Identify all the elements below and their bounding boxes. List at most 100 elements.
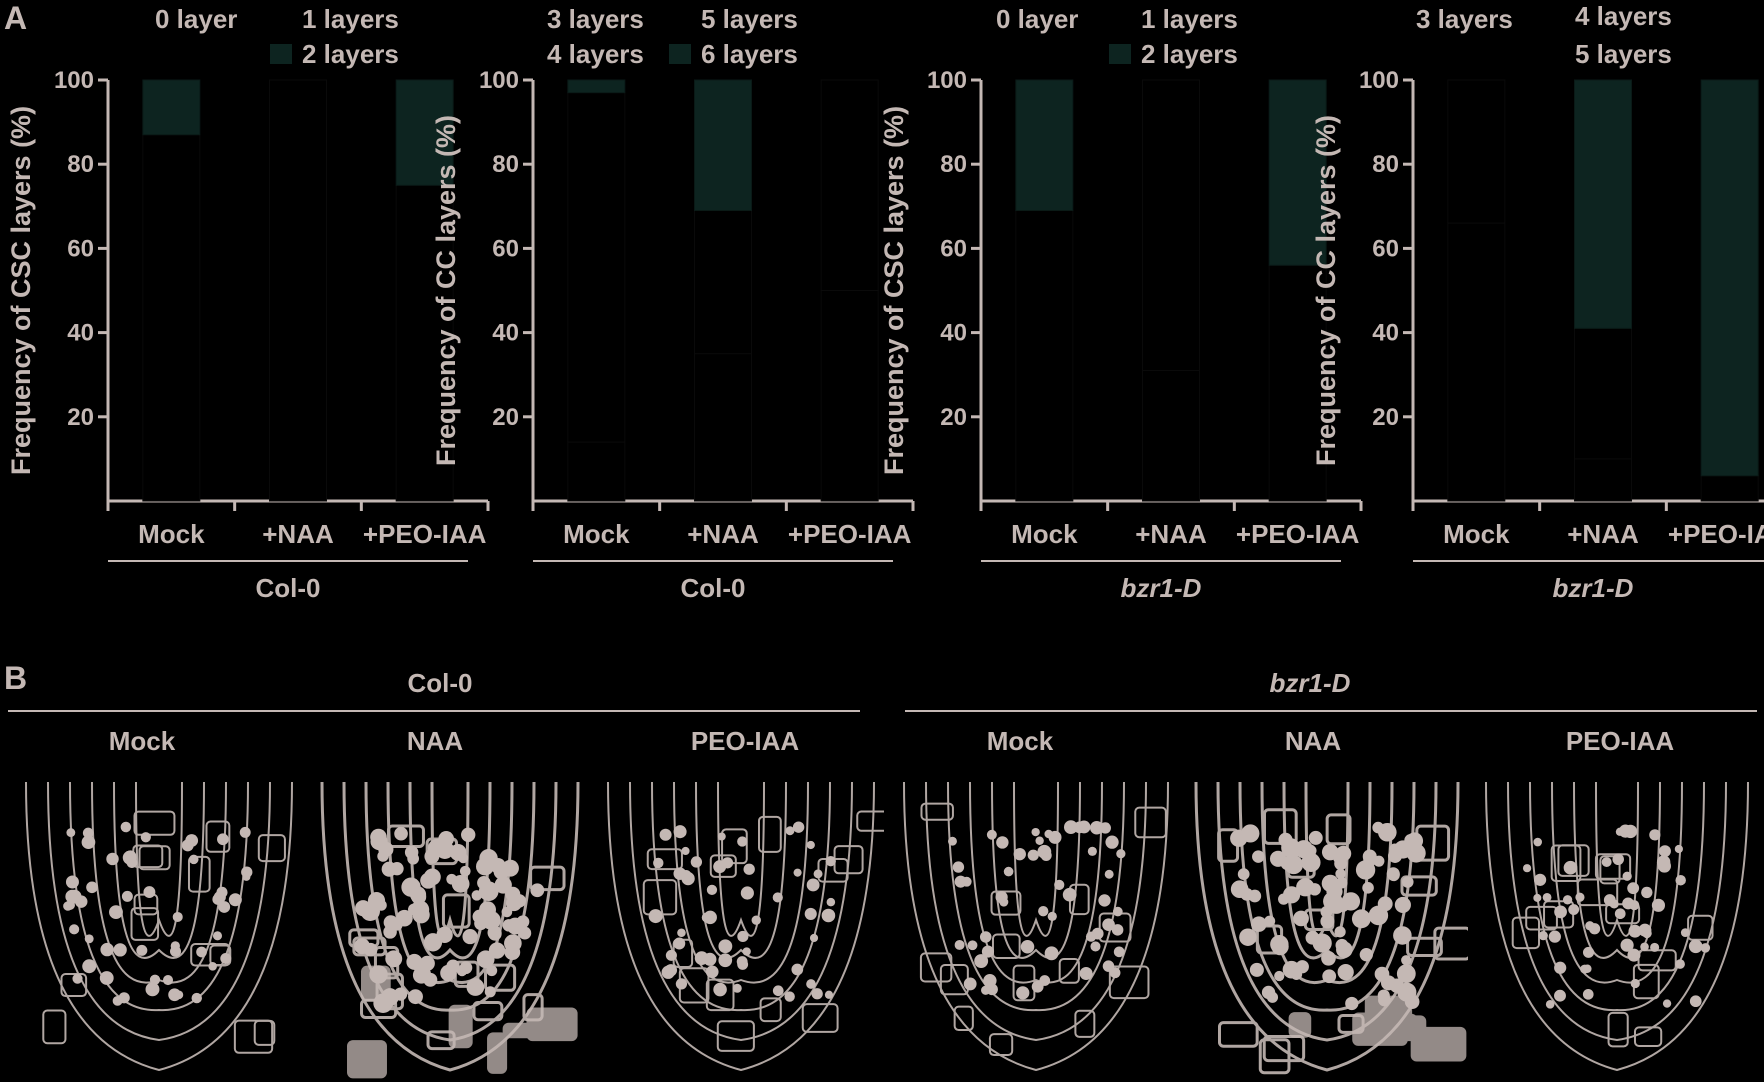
genotype-group-label: Col-0 — [256, 573, 321, 603]
legend-item-5-layers: 5 layers — [1575, 39, 1672, 69]
bar-segment-2-layers — [1268, 79, 1327, 266]
legend-item-6-layers: 6 layers — [701, 39, 798, 69]
y-tick-label: 100 — [927, 67, 967, 94]
y-tick-label: 100 — [479, 67, 519, 94]
bar-segment-3-layers — [1574, 458, 1632, 502]
y-tick-label: 60 — [940, 235, 967, 262]
legend-swatch-2-layers — [270, 44, 292, 64]
y-tick-label: 100 — [1359, 67, 1399, 94]
legend-item-3-layers: 3 layers — [547, 4, 644, 34]
bar-segment-1-layers — [142, 134, 201, 502]
x-category-label: +PEO-IAA — [1236, 519, 1360, 549]
y-tick-label: 60 — [492, 235, 519, 262]
y-axis-label: Frequency of CC layers (%) — [1311, 115, 1341, 466]
genotype-group-label: bzr1-D — [1553, 573, 1634, 603]
bar-segment-4-layers — [567, 441, 626, 502]
csc-layers-chart-bzr1d: Frequency of CSC layers (%) 20 40 60 80 100 Mo… — [879, 67, 1363, 603]
legend-item-2-layers: 2 layers — [302, 39, 399, 69]
bar-segment-4-layers — [1574, 327, 1632, 460]
micrograph-label-bzr1d-peoiaa: PEO-IAA — [1565, 726, 1675, 756]
bar-segment-4-layers — [1447, 79, 1506, 224]
y-tick-label: 40 — [492, 320, 519, 347]
bar-segment-2-layers — [142, 79, 201, 136]
micrograph-col0-mock — [16, 782, 302, 1080]
legend-item-2-layers: 2 layers — [1141, 39, 1238, 69]
bar-segment-0-layer — [269, 79, 327, 502]
x-category-label: +PEO-IAA — [788, 519, 912, 549]
y-tick-label: 20 — [67, 404, 94, 431]
y-tick-label: 40 — [67, 320, 94, 347]
bar-segment-4-layers — [694, 353, 752, 502]
micrograph-label-bzr1d-mock: Mock — [986, 726, 1054, 756]
panel-b-divider-col0 — [8, 710, 860, 712]
bar-segment-1-layers — [1142, 79, 1200, 371]
bar-segment-6-layers — [567, 79, 626, 94]
y-tick-label: 80 — [492, 151, 519, 178]
y-tick-label: 20 — [1372, 404, 1399, 431]
legend-item-4-layers: 4 layers — [547, 39, 644, 69]
y-tick-label: 80 — [1372, 151, 1399, 178]
y-axis-label: Frequency of CC layers (%) — [431, 115, 461, 466]
x-category-label: +PEO-IAA — [363, 519, 487, 549]
panel-b-genotype-bzr1d: bzr1-D — [1269, 668, 1351, 698]
bar-segment-5-layers — [567, 92, 626, 443]
x-category-label: Mock — [1011, 519, 1078, 549]
legend-item-3-layers: 3 layers — [1416, 4, 1513, 34]
legend-item-5-layers: 5 layers — [701, 4, 798, 34]
y-tick-label: 20 — [940, 404, 967, 431]
genotype-group-label: Col-0 — [681, 573, 746, 603]
legend-swatch-2-layers — [1109, 44, 1131, 64]
y-tick-label: 40 — [940, 320, 967, 347]
bar-segment-0-layer — [1142, 369, 1200, 502]
x-category-label: Mock — [563, 519, 630, 549]
csc-layers-chart-col0: Frequency of CSC layers (%) 20 40 60 80 100 Mo… — [6, 67, 490, 603]
x-category-label: +NAA — [1567, 519, 1639, 549]
micrograph-label-col0-mock: Mock — [108, 726, 176, 756]
y-axis-label: Frequency of CSC layers (%) — [6, 106, 36, 475]
y-tick-label: 20 — [492, 404, 519, 431]
bar-segment-3-layers — [1447, 222, 1506, 502]
bar-segment-4-layers — [820, 290, 879, 502]
bar-segment-5-layers — [820, 79, 879, 291]
y-tick-label: 100 — [54, 67, 94, 94]
y-tick-label: 60 — [67, 235, 94, 262]
x-category-label: +NAA — [1135, 519, 1207, 549]
y-tick-label: 80 — [67, 151, 94, 178]
micrograph-label-col0-peoiaa: PEO-IAA — [690, 726, 800, 756]
bar-segment-5-layers — [1700, 79, 1759, 477]
legend-item-1-layers: 1 layers — [1141, 4, 1238, 34]
cc-layers-chart-bzr1d: Frequency of CC layers (%) 20 40 60 80 100 Moc… — [1311, 67, 1764, 603]
bar-segment-1-layers — [1268, 264, 1327, 502]
micrograph-bzr1d-peoiaa — [1476, 782, 1758, 1080]
x-category-label: +PEO-IAA — [1668, 519, 1764, 549]
y-tick-label: 60 — [1372, 235, 1399, 262]
micrograph-label-col0-naa: NAA — [406, 726, 464, 756]
x-category-label: Mock — [138, 519, 205, 549]
bar-segment-4-layers — [1700, 475, 1759, 502]
micrograph-label-bzr1d-naa: NAA — [1284, 726, 1342, 756]
micrograph-bzr1d-mock — [894, 782, 1178, 1080]
bar-segment-6-layers — [694, 79, 752, 212]
bar-segment-2-layers — [1015, 79, 1074, 212]
x-category-label: +NAA — [262, 519, 334, 549]
legend-item-0-layer: 0 layer — [155, 4, 238, 34]
y-tick-label: 40 — [1372, 320, 1399, 347]
micrograph-bzr1d-naa — [1186, 782, 1468, 1080]
panel-a-letter: A — [4, 0, 28, 36]
panel-b-divider-bzr1d — [905, 710, 1757, 712]
genotype-group-label: bzr1-D — [1121, 573, 1202, 603]
legend-item-4-layers: 4 layers — [1575, 1, 1672, 31]
x-category-label: Mock — [1443, 519, 1510, 549]
bar-segment-1-layers — [1015, 210, 1074, 502]
bar-segment-1-layers — [395, 184, 454, 502]
legend-swatch-6-layers — [669, 44, 691, 64]
bar-segment-2-layers — [395, 79, 454, 186]
bar-segment-5-layers — [1574, 79, 1632, 329]
micrograph-col0-peoiaa — [598, 782, 884, 1080]
panel-b-letter: B — [4, 660, 28, 696]
cc-layers-chart-col0: Frequency of CC layers (%) 20 40 60 80 100 Moc… — [431, 67, 915, 603]
legend-item-0-layer: 0 layer — [996, 4, 1079, 34]
x-category-label: +NAA — [687, 519, 759, 549]
legend-item-1-layers: 1 layers — [302, 4, 399, 34]
bar-segment-5-layers — [694, 210, 752, 355]
